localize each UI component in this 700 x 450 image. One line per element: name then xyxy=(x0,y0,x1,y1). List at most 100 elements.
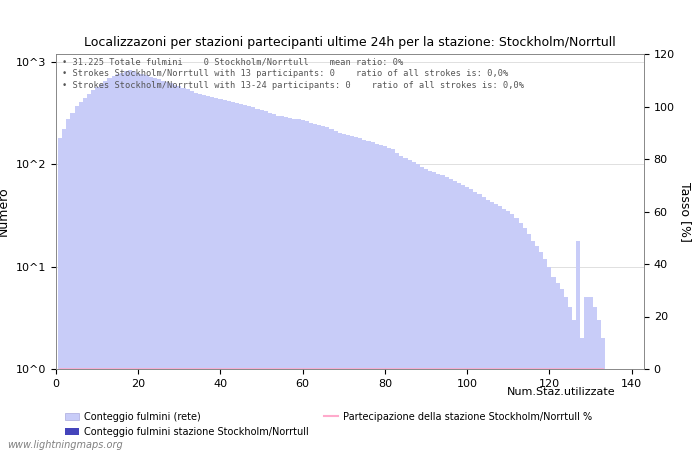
Bar xyxy=(465,187,469,450)
Bar xyxy=(144,75,148,450)
Bar xyxy=(432,172,436,450)
Bar xyxy=(436,174,440,450)
Bar xyxy=(514,218,519,450)
Bar xyxy=(444,177,449,450)
Bar xyxy=(428,171,432,450)
Bar xyxy=(161,81,165,450)
Bar xyxy=(556,283,560,450)
Bar xyxy=(350,136,354,450)
Bar xyxy=(494,204,498,450)
Text: • 31.225 Totale fulmini    0 Stockholm/Norrtull    mean ratio: 0%
• Strokes Stoc: • 31.225 Totale fulmini 0 Stockholm/Norr… xyxy=(62,57,524,90)
Bar xyxy=(346,135,350,450)
Bar xyxy=(111,76,116,450)
Bar xyxy=(120,72,124,450)
Bar xyxy=(95,87,99,450)
Bar xyxy=(383,146,387,450)
Bar xyxy=(416,164,420,450)
Bar xyxy=(128,70,132,450)
Bar xyxy=(87,94,91,450)
Bar xyxy=(531,241,535,450)
Bar xyxy=(104,81,107,450)
Bar xyxy=(399,156,403,450)
Bar xyxy=(321,126,326,450)
Bar xyxy=(424,169,428,450)
Bar xyxy=(370,142,374,450)
Bar xyxy=(190,91,194,450)
Bar xyxy=(251,108,256,450)
Bar xyxy=(420,166,424,450)
Bar xyxy=(181,88,186,450)
Bar xyxy=(547,267,552,450)
Bar xyxy=(148,76,153,450)
Bar xyxy=(107,78,111,450)
Bar xyxy=(461,185,465,450)
Bar xyxy=(272,114,276,450)
Bar xyxy=(288,118,293,450)
Bar xyxy=(177,86,181,450)
Y-axis label: Numero: Numero xyxy=(0,187,10,236)
Bar xyxy=(260,110,264,450)
Bar xyxy=(527,234,531,450)
Bar xyxy=(449,179,453,450)
Bar xyxy=(99,84,104,450)
Bar xyxy=(326,127,330,450)
Bar xyxy=(173,85,177,450)
Bar xyxy=(498,206,502,450)
Bar xyxy=(395,153,399,450)
Bar xyxy=(293,119,297,450)
Bar xyxy=(202,94,206,450)
Bar xyxy=(74,106,78,450)
Bar xyxy=(510,214,514,450)
Bar xyxy=(342,134,346,450)
Bar xyxy=(358,138,363,450)
Bar xyxy=(584,297,589,450)
Bar xyxy=(169,83,173,450)
Bar xyxy=(313,124,317,450)
Bar xyxy=(62,129,66,450)
Bar xyxy=(235,103,239,450)
Bar xyxy=(301,120,304,450)
Bar xyxy=(374,144,379,450)
Bar xyxy=(132,72,137,450)
Bar xyxy=(589,297,593,450)
Bar xyxy=(140,74,144,450)
Bar xyxy=(157,79,161,450)
Bar xyxy=(231,102,235,450)
Bar xyxy=(206,96,210,450)
Bar xyxy=(136,72,140,450)
Bar xyxy=(601,338,605,450)
Text: Num.Staz.utilizzate: Num.Staz.utilizzate xyxy=(508,387,616,397)
Bar xyxy=(66,119,71,450)
Bar xyxy=(71,112,74,450)
Bar xyxy=(440,176,444,450)
Bar xyxy=(490,202,494,450)
Bar xyxy=(387,148,391,450)
Bar xyxy=(276,116,280,450)
Bar xyxy=(309,123,313,450)
Text: www.lightningmaps.org: www.lightningmaps.org xyxy=(7,440,122,450)
Bar xyxy=(482,197,486,450)
Bar xyxy=(543,259,547,450)
Bar xyxy=(486,200,490,450)
Bar xyxy=(473,192,477,450)
Bar xyxy=(214,98,218,450)
Bar xyxy=(502,208,506,450)
Bar xyxy=(407,160,412,450)
Bar xyxy=(412,162,416,450)
Bar xyxy=(453,181,457,450)
Bar xyxy=(239,104,243,450)
Bar xyxy=(304,121,309,450)
Bar xyxy=(366,141,370,450)
Bar xyxy=(330,129,334,450)
Bar xyxy=(506,211,510,450)
Bar xyxy=(186,90,190,450)
Bar xyxy=(165,82,169,450)
Bar xyxy=(58,138,62,450)
Bar xyxy=(268,112,272,450)
Bar xyxy=(317,125,321,450)
Bar xyxy=(469,189,473,450)
Bar xyxy=(391,149,395,450)
Y-axis label: Tasso [%]: Tasso [%] xyxy=(678,181,692,242)
Bar xyxy=(218,99,223,450)
Bar xyxy=(210,97,214,450)
